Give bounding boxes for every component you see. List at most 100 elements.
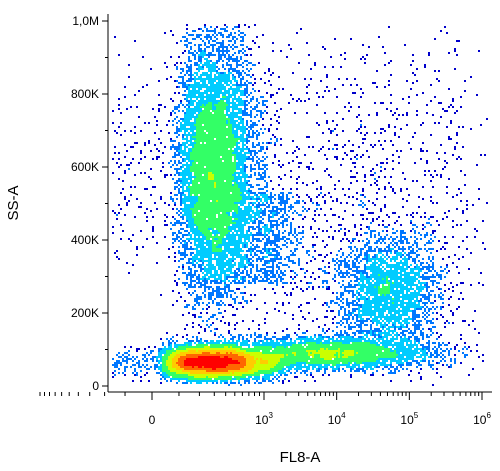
event-dot	[196, 194, 198, 196]
event-dot	[274, 258, 276, 260]
event-dot	[186, 166, 188, 168]
event-dot	[182, 234, 184, 236]
event-dot	[250, 232, 252, 234]
event-dot	[200, 218, 202, 220]
event-dot	[182, 174, 184, 176]
event-dot	[210, 100, 212, 102]
event-dot	[194, 162, 196, 164]
event-dot	[352, 204, 354, 206]
event-dot	[152, 158, 154, 160]
event-dot	[238, 162, 240, 164]
event-dot	[314, 62, 316, 64]
event-dot	[226, 124, 228, 126]
event-dot	[218, 32, 220, 34]
event-dot	[196, 228, 198, 230]
event-dot	[200, 188, 202, 190]
event-dot	[272, 212, 274, 214]
event-dot	[252, 130, 254, 132]
event-dot	[226, 122, 228, 124]
event-dot	[192, 148, 194, 150]
event-dot	[184, 106, 186, 108]
event-dot	[172, 140, 174, 142]
event-dot	[184, 196, 186, 198]
event-dot	[378, 234, 380, 236]
event-dot	[148, 142, 150, 144]
event-dot	[226, 180, 228, 182]
event-dot	[142, 86, 144, 88]
event-dot	[188, 60, 190, 62]
event-dot	[164, 236, 166, 238]
event-dot	[258, 142, 260, 144]
event-dot	[304, 216, 306, 218]
event-dot	[186, 46, 188, 48]
event-dot	[406, 214, 408, 216]
event-dot	[190, 52, 192, 54]
event-dot	[210, 162, 212, 164]
event-dot	[226, 62, 228, 64]
event-dot	[330, 226, 332, 228]
event-dot	[182, 84, 184, 86]
event-dot	[252, 186, 254, 188]
event-dot	[176, 170, 178, 172]
event-dot	[180, 196, 182, 198]
event-dot	[238, 112, 240, 114]
event-dot	[310, 200, 312, 202]
event-dot	[308, 146, 310, 148]
event-dot	[210, 184, 212, 186]
event-dot	[194, 116, 196, 118]
event-dot	[244, 200, 246, 202]
event-dot	[234, 242, 236, 244]
event-dot	[224, 118, 226, 120]
event-dot	[370, 144, 372, 146]
event-dot	[274, 142, 276, 144]
event-dot	[224, 208, 226, 210]
event-dot	[224, 214, 226, 216]
event-dot	[224, 68, 226, 70]
event-dot	[264, 176, 266, 178]
event-dot	[212, 226, 214, 228]
event-dot	[222, 122, 224, 124]
event-dot	[278, 238, 280, 240]
event-dot	[218, 150, 220, 152]
event-dot	[230, 140, 232, 142]
event-dot	[178, 246, 180, 248]
event-dot	[210, 72, 212, 74]
event-dot	[284, 236, 286, 238]
event-dot	[246, 86, 248, 88]
event-dot	[192, 86, 194, 88]
event-dot	[224, 166, 226, 168]
event-dot	[186, 118, 188, 120]
event-dot	[244, 194, 246, 196]
event-dot	[280, 248, 282, 250]
event-dot	[298, 242, 300, 244]
event-dot	[228, 74, 230, 76]
event-dot	[234, 138, 236, 140]
event-dot	[238, 160, 240, 162]
event-dot	[188, 178, 190, 180]
event-dot	[328, 148, 330, 150]
event-dot	[364, 134, 366, 136]
event-dot	[260, 96, 262, 98]
event-dot	[184, 94, 186, 96]
event-dot	[258, 250, 260, 252]
event-dot	[188, 200, 190, 202]
event-dot	[204, 206, 206, 208]
event-dot	[176, 68, 178, 70]
event-dot	[246, 104, 248, 106]
event-dot	[206, 238, 208, 240]
event-dot	[256, 134, 258, 136]
event-dot	[426, 162, 428, 164]
event-dot	[426, 112, 428, 114]
event-dot	[210, 188, 212, 190]
event-dot	[254, 146, 256, 148]
event-dot	[196, 214, 198, 216]
event-dot	[204, 178, 206, 180]
event-dot	[210, 96, 212, 98]
event-dot	[388, 256, 390, 258]
event-dot	[264, 244, 266, 246]
event-dot	[252, 126, 254, 128]
event-dot	[252, 88, 254, 90]
event-dot	[412, 224, 414, 226]
event-dot	[414, 230, 416, 232]
event-dot	[230, 86, 232, 88]
